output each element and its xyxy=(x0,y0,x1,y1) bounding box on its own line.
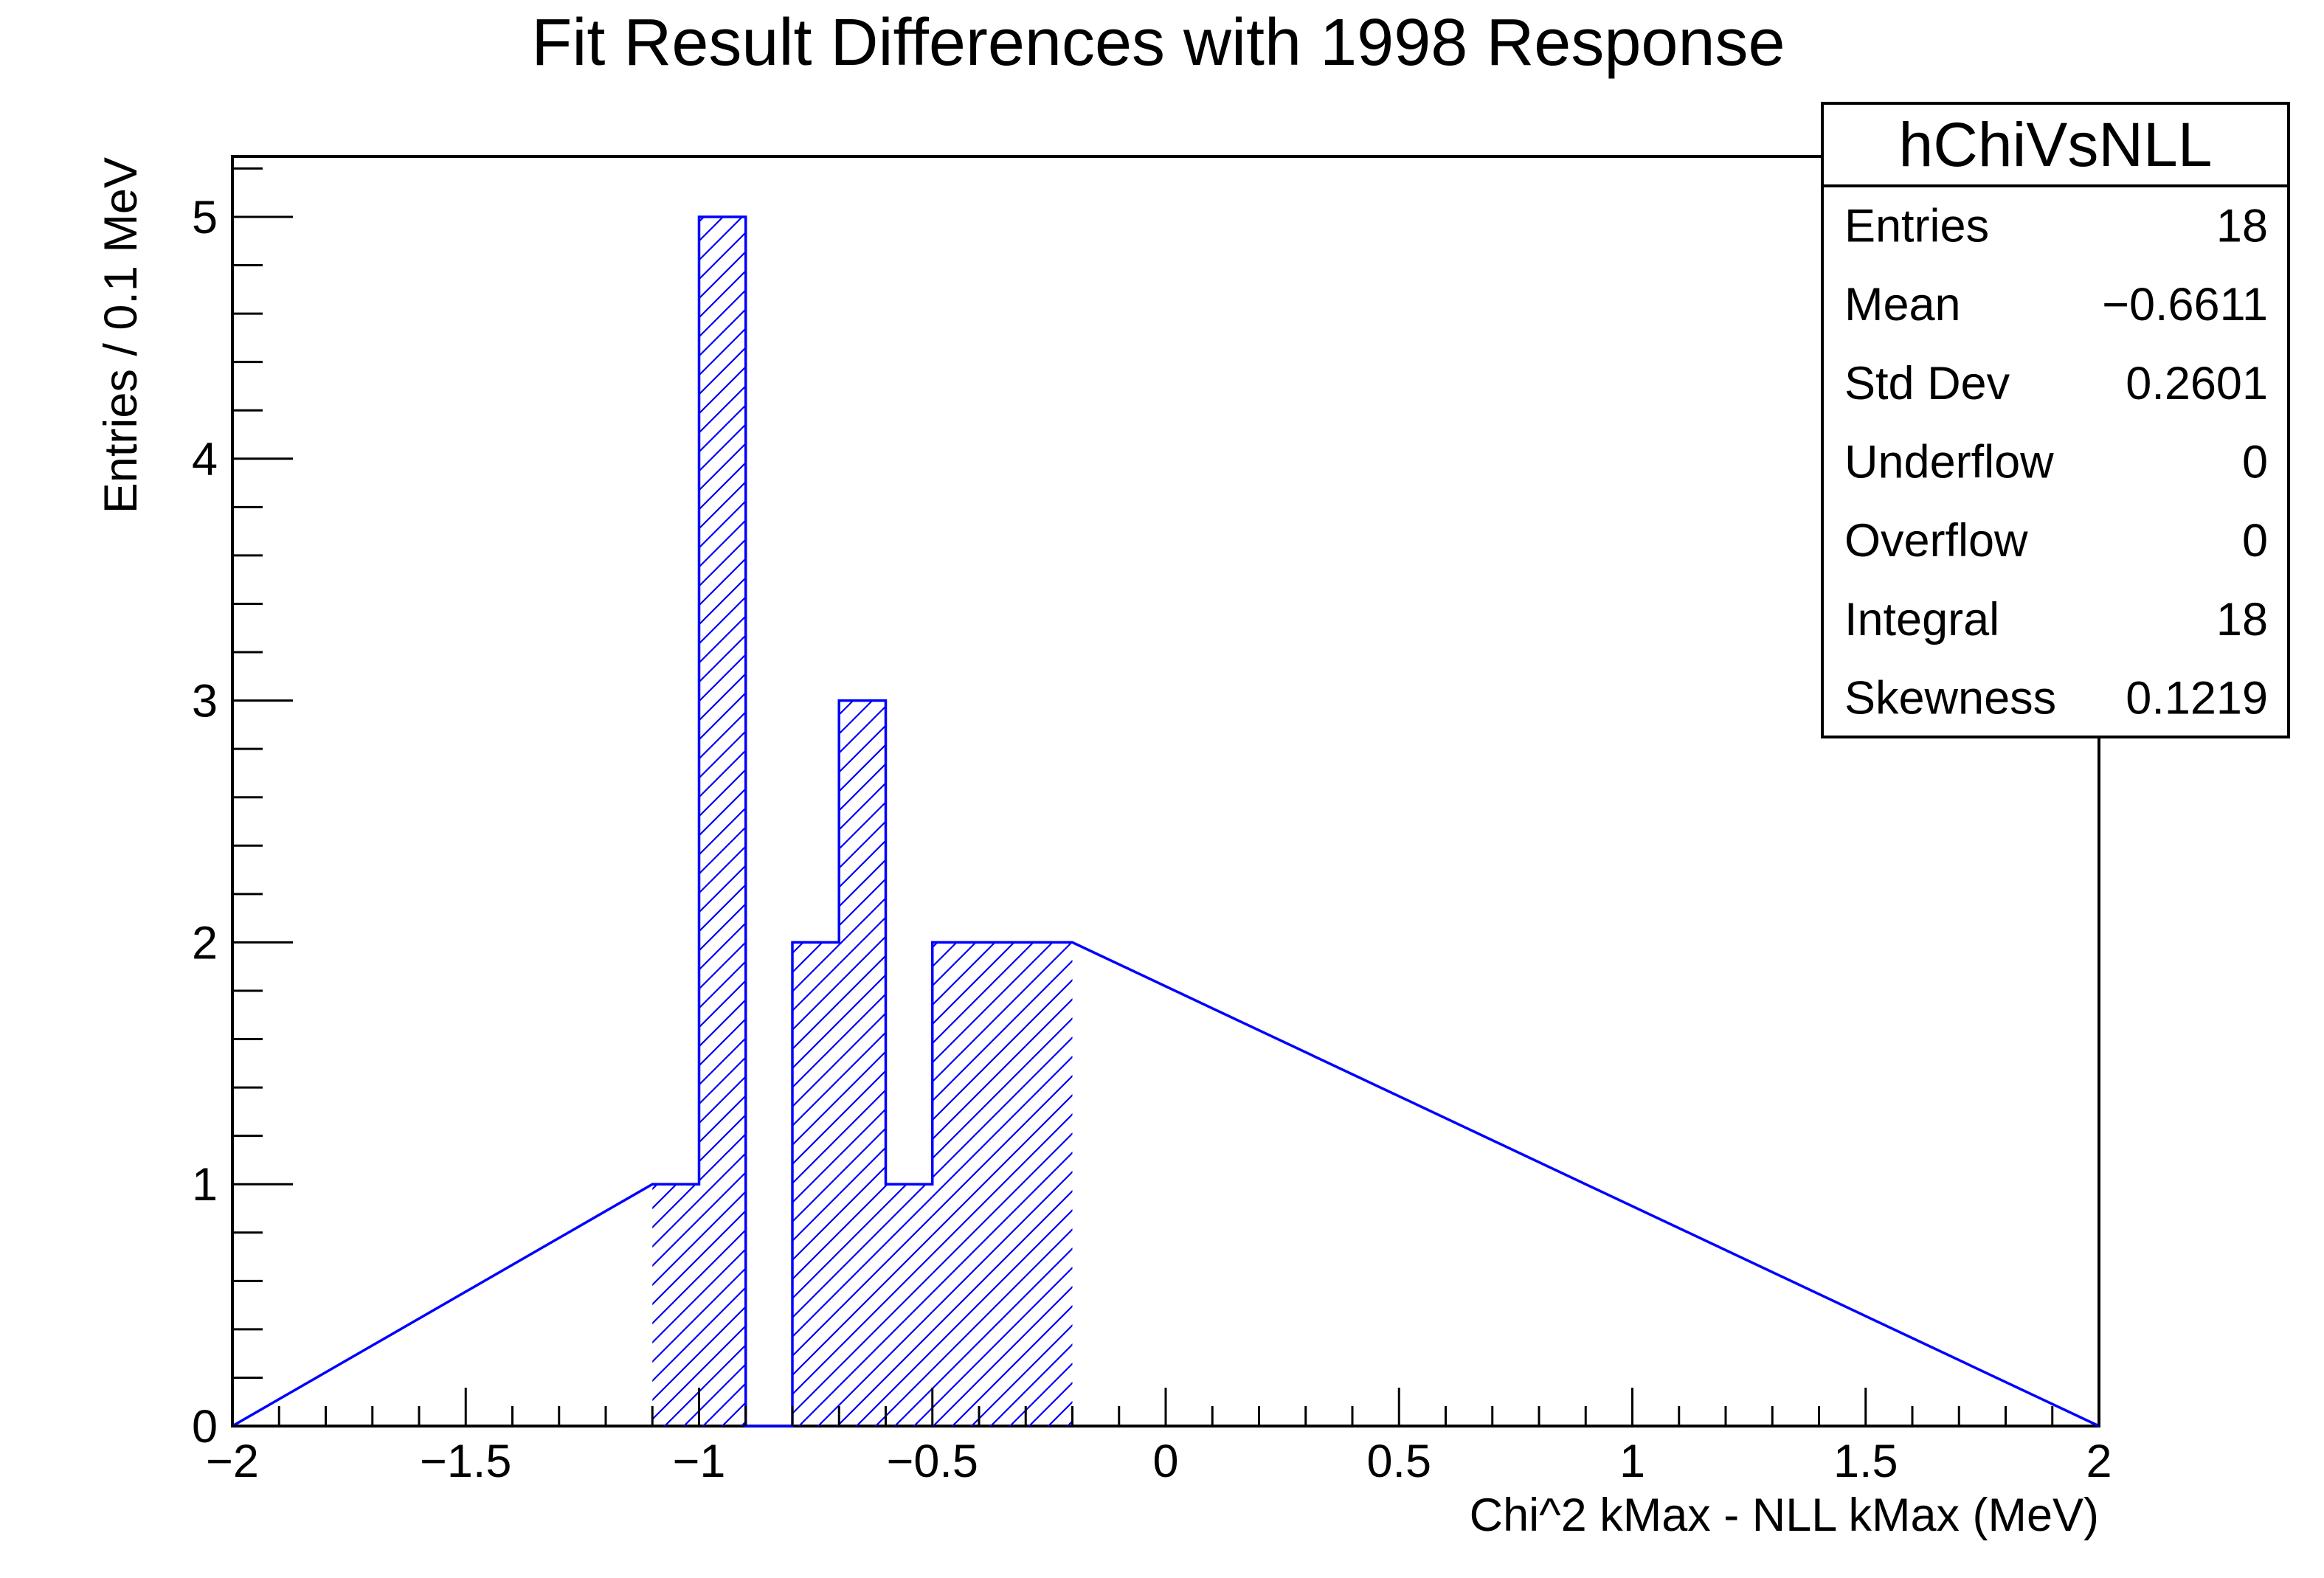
stats-value-skewness: 0.1219 xyxy=(2126,673,2268,724)
stats-label-integral: Integral xyxy=(1844,594,1999,646)
stats-value-integral: 18 xyxy=(2216,594,2268,646)
histogram-bar-2 xyxy=(699,216,746,1426)
x-tick-label: −0.5 xyxy=(887,1436,978,1487)
x-tick-label: 0 xyxy=(1152,1436,1178,1487)
y-tick-label: 2 xyxy=(192,917,218,969)
y-axis-label: Entries / 0.1 MeV xyxy=(95,157,147,513)
histogram-outline xyxy=(232,215,2100,1428)
stats-box: hChiVsNLL Entries 18 Mean −0.6611 Std Dev 0.26… xyxy=(1821,102,2290,738)
histogram-bar-8 xyxy=(1026,942,1073,1426)
histogram-bar-7 xyxy=(979,942,1026,1426)
histogram-bar-4 xyxy=(839,700,886,1426)
x-tick-label: 1 xyxy=(1619,1436,1645,1487)
y-axis: 0 1 2 3 4 5 xyxy=(192,167,293,1453)
stats-value-entries: 18 xyxy=(2216,200,2268,252)
y-tick-label: 0 xyxy=(192,1401,218,1453)
stats-label-mean: Mean xyxy=(1844,279,1961,331)
y-tick-label: 3 xyxy=(192,676,218,727)
y-tick-label: 5 xyxy=(192,192,218,243)
histogram-bar-5 xyxy=(885,1184,933,1426)
histogram-bar-3 xyxy=(792,942,840,1426)
x-tick-label: 0.5 xyxy=(1366,1436,1431,1487)
stats-box-border xyxy=(1821,102,2290,738)
stats-value-underflow: 0 xyxy=(2242,437,2268,488)
plot-frame xyxy=(231,155,2100,1428)
histogram-bar-1 xyxy=(652,1184,699,1426)
stats-label-skewness: Skewness xyxy=(1844,673,2056,724)
x-axis: −2 −1.5 −1 −0.5 0 0.5 1 1.5 2 xyxy=(206,1388,2112,1487)
x-tick-label: −1.5 xyxy=(420,1436,511,1487)
plot-area-border xyxy=(231,155,2100,1428)
x-tick-label: −2 xyxy=(206,1436,259,1487)
stats-value-overflow: 0 xyxy=(2242,515,2268,567)
chart-title: Fit Result Differences with 1998 Respons… xyxy=(531,6,1785,80)
histogram-bar-6 xyxy=(932,942,979,1426)
x-tick-label: 2 xyxy=(2086,1436,2112,1487)
stats-label-underflow: Underflow xyxy=(1844,437,2054,488)
stats-label-entries: Entries xyxy=(1844,200,1989,252)
y-tick-label: 1 xyxy=(192,1159,218,1211)
stats-label-std-dev: Std Dev xyxy=(1844,358,2010,409)
y-tick-label: 4 xyxy=(192,434,218,485)
x-tick-label: 1.5 xyxy=(1833,1436,1898,1487)
stats-label-overflow: Overflow xyxy=(1844,515,2028,567)
histogram-bars xyxy=(232,215,2100,1428)
stats-value-std-dev: 0.2601 xyxy=(2126,358,2268,409)
stats-value-mean: −0.6611 xyxy=(2102,279,2268,331)
x-axis-label: Chi^2 kMax - NLL kMax (MeV) xyxy=(1470,1489,2099,1541)
stats-box-name: hChiVsNLL xyxy=(1899,110,2213,179)
x-tick-label: −1 xyxy=(673,1436,726,1487)
